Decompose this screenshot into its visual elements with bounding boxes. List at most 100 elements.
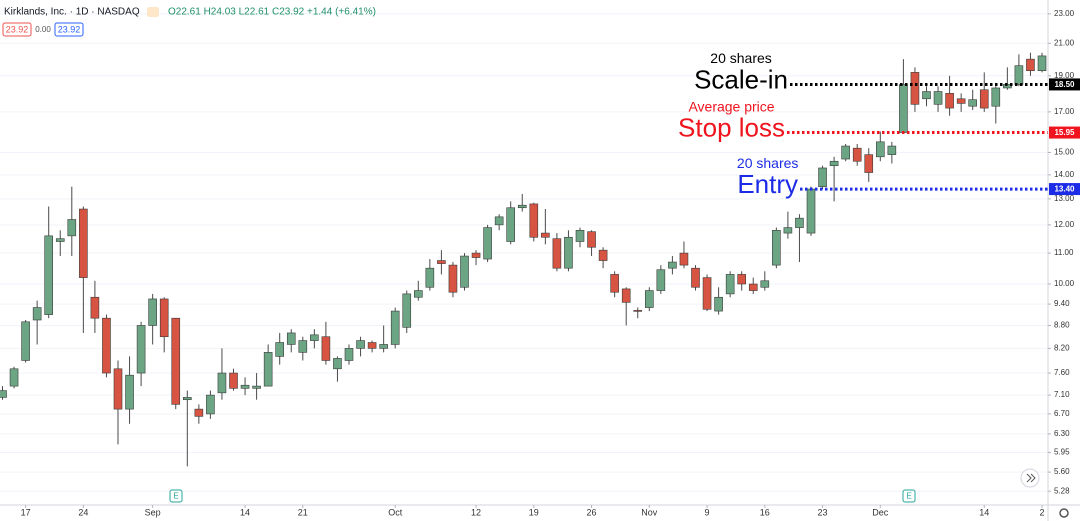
candle-body (9, 368, 19, 387)
x-tick-label: Dec (872, 507, 889, 517)
candle-body (183, 397, 192, 401)
candle-body (263, 352, 273, 387)
candle-body (159, 298, 169, 338)
x-tick-label: 12 (471, 507, 481, 517)
candle-body (875, 141, 885, 158)
earnings-marker[interactable] (169, 489, 183, 503)
candle-body (783, 227, 793, 234)
ask: 23.92 (58, 24, 81, 34)
level-note: Average price (688, 98, 774, 114)
candle-body (621, 288, 631, 303)
spread: 0.00 (35, 25, 51, 34)
earnings-label: E (906, 492, 911, 501)
candle-body (413, 290, 423, 298)
candle-body (1026, 58, 1035, 72)
y-tick-label: 7.10 (1054, 390, 1070, 399)
x-tick-label: 14 (240, 507, 250, 517)
candle-body (702, 277, 712, 310)
candle-body (310, 334, 319, 341)
candle-body (344, 348, 354, 361)
candle-body (390, 310, 400, 345)
y-tick-label: 8.80 (1054, 321, 1070, 330)
candle-body (517, 204, 527, 209)
candle-body (90, 296, 100, 319)
ohlc: O22.61 H24.03 L22.61 C23.92 +1.44 (+6.41… (168, 7, 376, 18)
y-tick-label: 12.00 (1054, 220, 1075, 229)
x-tick-label: 2 (1039, 507, 1044, 517)
candle-body (864, 154, 874, 173)
level-label: Stop loss (678, 112, 785, 142)
level-note: 20 shares (710, 50, 771, 66)
y-tick-label: 5.95 (1054, 448, 1070, 457)
x-tick-label: 19 (529, 507, 539, 517)
candle-body (748, 283, 758, 291)
y-tick-label: 6.30 (1054, 429, 1070, 438)
candle-body (806, 188, 816, 234)
candle-body (79, 208, 88, 278)
scroll-button[interactable] (1020, 468, 1040, 488)
candle-body (471, 252, 481, 258)
x-tick-label: 24 (78, 507, 88, 517)
x-tick-label: 9 (705, 507, 710, 517)
header-icon[interactable] (147, 7, 159, 17)
earnings-marker[interactable] (902, 489, 916, 503)
candle-body (598, 249, 608, 261)
candle-body (44, 235, 54, 315)
y-tick-label: 10.00 (1054, 279, 1075, 288)
candle-body (67, 219, 77, 237)
candle-body (644, 290, 654, 308)
candle-body (275, 342, 285, 357)
y-tick-label: 13.00 (1054, 194, 1075, 203)
candle-body (286, 332, 296, 345)
y-tick-label: 8.20 (1054, 343, 1070, 352)
y-tick-label: 14.00 (1054, 170, 1075, 179)
candle-body (206, 394, 215, 415)
y-tick-label: 19.00 (1054, 71, 1075, 80)
candle-body (367, 342, 377, 349)
settings-icon[interactable] (1059, 508, 1069, 518)
y-tick-label: 23.00 (1054, 9, 1075, 18)
level-badge (1049, 78, 1080, 91)
candle-body (437, 260, 446, 264)
y-tick-label: 21.00 (1054, 38, 1075, 47)
candle-body (552, 238, 562, 269)
candle-body (1014, 65, 1024, 85)
candle-body (760, 280, 770, 288)
x-tick-label: 23 (818, 507, 828, 517)
candle-body (252, 385, 261, 389)
x-tick-label: Oct (388, 507, 403, 517)
candle-body (240, 384, 250, 389)
level-note: 20 shares (737, 155, 798, 171)
y-tick-label: 11.00 (1054, 248, 1074, 257)
x-tick-label: Sep (145, 507, 161, 517)
candle-body (668, 261, 677, 269)
bid-box[interactable] (2, 22, 32, 37)
candle-body (991, 87, 1001, 107)
candle-body (968, 99, 978, 107)
candle-body (725, 274, 735, 295)
candle-body (564, 236, 573, 269)
x-tick-label: 14 (979, 507, 989, 517)
y-tick-label: 5.28 (1054, 486, 1070, 495)
x-tick-label: 26 (587, 507, 597, 517)
candle-body (402, 293, 412, 328)
candle-body (933, 91, 943, 105)
candle-body (818, 167, 827, 187)
candle-body (852, 147, 862, 162)
candles (0, 52, 1047, 467)
candle-body (32, 307, 42, 321)
earnings-label: E (173, 492, 178, 501)
candle-body (575, 230, 585, 242)
axes: 23.00 21.00 19.00 17.00 15.00 14.00 13.00 12.00… (21, 9, 1075, 517)
candle-body (356, 340, 365, 349)
candle-body (795, 217, 804, 228)
candle-body (922, 91, 931, 100)
candle-body (171, 317, 181, 405)
level-value: 18.50 (1054, 80, 1075, 89)
candle-body (102, 317, 111, 374)
x-tick-label: Nov (641, 507, 658, 517)
symbol: Kirklands, Inc. · 1D · NASDAQ (4, 7, 140, 18)
candle-body (956, 98, 966, 104)
candle-body (298, 340, 308, 353)
ask-box[interactable] (54, 22, 84, 37)
